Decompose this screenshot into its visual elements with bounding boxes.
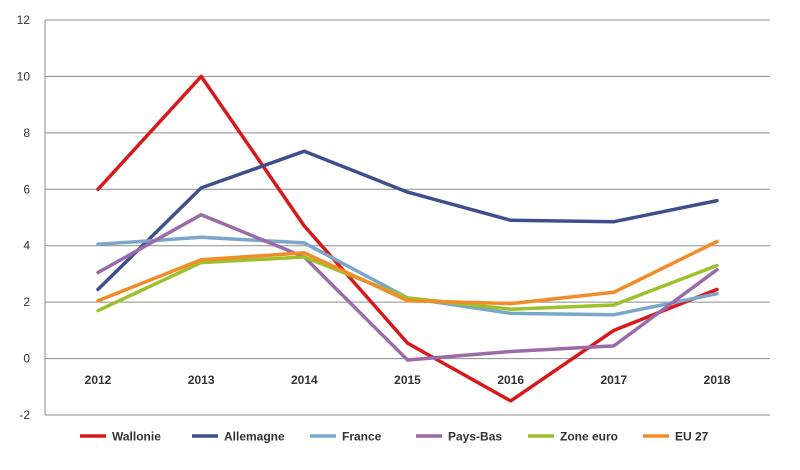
legend-item: France: [310, 430, 382, 444]
gridlines: [45, 19, 770, 416]
legend-label: EU 27: [675, 430, 709, 444]
y-axis: -2 0 2 4 6 8 10 12: [17, 13, 46, 422]
legend-item: Wallonie: [80, 430, 161, 444]
y-tick-label: 4: [23, 239, 30, 253]
x-tick-label: 2015: [394, 373, 421, 387]
legend-label: Pays-Bas: [448, 430, 502, 444]
x-tick-label: 2012: [85, 373, 112, 387]
y-tick-label: 10: [17, 69, 31, 83]
series-line-france: [96, 235, 719, 317]
x-tick-label: 2017: [600, 373, 627, 387]
x-tick-label: 2018: [704, 373, 731, 387]
legend-label: Zone euro: [560, 430, 618, 444]
legend-label: Allemagne: [224, 430, 285, 444]
series-lines: [96, 74, 719, 403]
legend-item: Zone euro: [528, 430, 618, 444]
legend-label: France: [342, 430, 382, 444]
y-tick-label: 0: [23, 352, 30, 366]
legend-item: EU 27: [643, 430, 709, 444]
series-line-eu-27: [96, 239, 719, 306]
y-tick-label: 12: [17, 13, 31, 27]
legend: Wallonie Allemagne France Pays-Bas Zone euro…: [80, 430, 709, 444]
y-tick-label: 2: [23, 295, 30, 309]
x-axis: 2012 2013 2014 2015 2016 2017 2018: [85, 373, 731, 387]
legend-item: Pays-Bas: [416, 430, 502, 444]
y-tick-label: -2: [19, 408, 30, 422]
legend-label: Wallonie: [112, 430, 161, 444]
y-tick-label: 6: [23, 182, 30, 196]
x-tick-label: 2013: [188, 373, 215, 387]
legend-item: Allemagne: [192, 430, 285, 444]
x-tick-label: 2014: [291, 373, 318, 387]
y-tick-label: 8: [23, 126, 30, 140]
x-tick-label: 2016: [497, 373, 524, 387]
